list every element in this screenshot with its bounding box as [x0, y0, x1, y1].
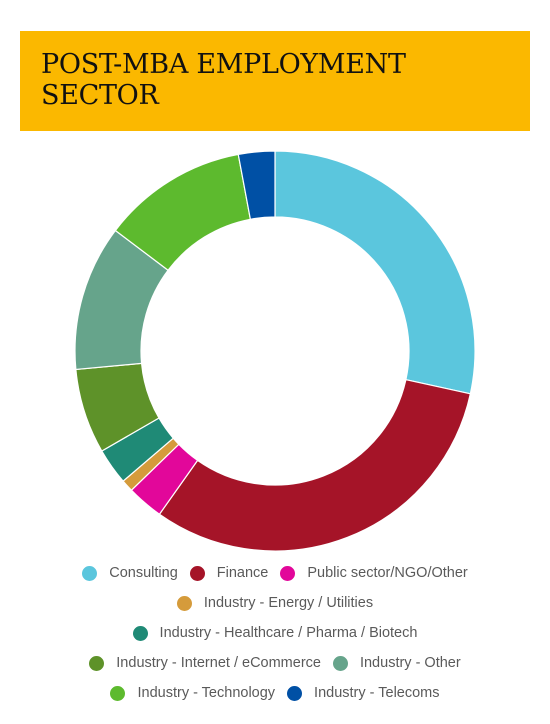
legend-swatch [189, 565, 205, 581]
donut-slices [74, 150, 476, 552]
legend-row: Industry - Energy / Utilities [0, 588, 550, 618]
legend-swatch [82, 565, 98, 581]
legend-label: Public sector/NGO/Other [307, 565, 468, 581]
legend-item-technology[interactable]: Industry - Technology [110, 685, 275, 701]
chart-title: POST-MBA EMPLOYMENT SECTOR [41, 49, 406, 111]
legend-label: Industry - Telecoms [314, 685, 440, 701]
legend-swatch [110, 685, 126, 701]
legend-item-internet[interactable]: Industry - Internet / eCommerce [89, 655, 321, 671]
legend-item-public-sector[interactable]: Public sector/NGO/Other [280, 565, 468, 581]
legend-item-consulting[interactable]: Consulting [82, 565, 178, 581]
legend-item-telecoms[interactable]: Industry - Telecoms [287, 685, 440, 701]
legend-item-finance[interactable]: Finance [189, 565, 269, 581]
legend-item-industry-other[interactable]: Industry - Other [332, 655, 461, 671]
legend-label: Consulting [109, 565, 178, 581]
legend-label: Industry - Other [359, 655, 461, 671]
title-banner: POST-MBA EMPLOYMENT SECTOR [20, 31, 530, 131]
legend-row: Industry - Healthcare / Pharma / Biotech [0, 618, 550, 648]
donut-slice-consulting[interactable] [274, 150, 476, 395]
legend: Consulting Finance Public sector/NGO/Oth… [0, 558, 550, 708]
legend-label: Industry - Technology [137, 685, 276, 701]
donut-slice-industry-telecoms[interactable] [237, 150, 276, 220]
legend-row: Consulting Finance Public sector/NGO/Oth… [0, 558, 550, 588]
legend-swatch [287, 685, 303, 701]
legend-swatch [280, 565, 296, 581]
legend-label: Industry - Healthcare / Pharma / Biotech [159, 625, 418, 641]
legend-row: Industry - Internet / eCommerce Industry… [0, 648, 550, 678]
legend-item-energy[interactable]: Industry - Energy / Utilities [176, 595, 374, 611]
legend-swatch [176, 595, 192, 611]
legend-label: Finance [216, 565, 269, 581]
donut-chart [74, 150, 476, 552]
legend-swatch [132, 625, 148, 641]
legend-item-healthcare[interactable]: Industry - Healthcare / Pharma / Biotech [132, 625, 418, 641]
legend-row: Industry - Technology Industry - Telecom… [0, 678, 550, 708]
legend-swatch [332, 655, 348, 671]
donut-slice-finance[interactable] [158, 378, 472, 552]
legend-label: Industry - Internet / eCommerce [116, 655, 321, 671]
legend-swatch [89, 655, 105, 671]
legend-label: Industry - Energy / Utilities [203, 595, 374, 611]
